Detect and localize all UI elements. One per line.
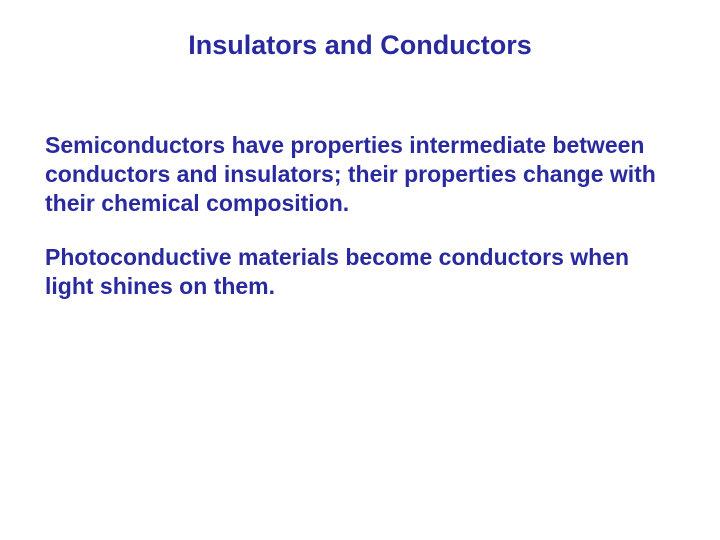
paragraph-2: Photoconductive materials become conduct… [45, 243, 675, 301]
paragraph-1: Semiconductors have properties intermedi… [45, 131, 675, 217]
slide-container: Insulators and Conductors Semiconductors… [0, 0, 720, 540]
paragraph-1-container: Semiconductors have properties intermedi… [45, 131, 675, 217]
slide-title: Insulators and Conductors [105, 30, 615, 61]
paragraph-2-container: Photoconductive materials become conduct… [45, 243, 675, 301]
slide-title-container: Insulators and Conductors [105, 30, 615, 61]
